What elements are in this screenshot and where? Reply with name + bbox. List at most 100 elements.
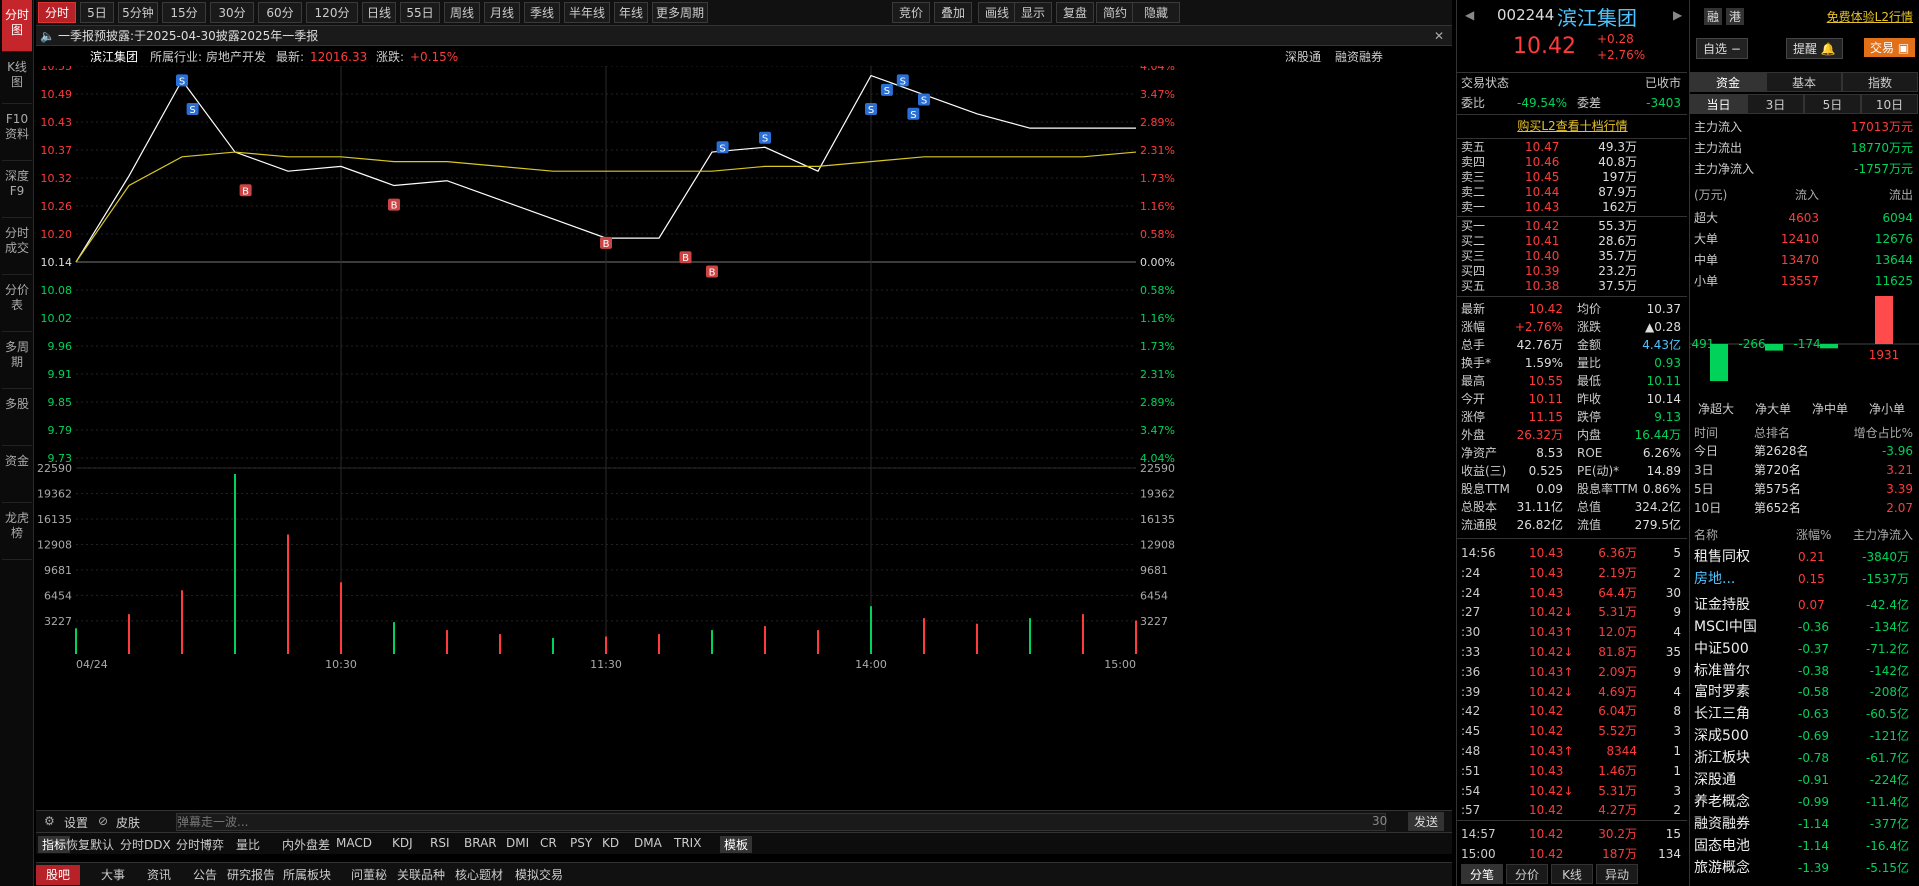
indicator-tab[interactable]: 恢复默认 — [66, 838, 115, 852]
period-tab-fund[interactable]: 3日 — [1747, 94, 1804, 114]
top-right-button[interactable]: 简约 — [1096, 2, 1134, 23]
period-tab[interactable]: 120分钟 — [306, 2, 358, 40]
period-tab[interactable]: 分时 — [38, 2, 76, 23]
link-shengutong[interactable]: 深股通 — [1285, 50, 1322, 64]
indicator-tab[interactable]: CR — [540, 836, 557, 850]
top-right-button[interactable]: 竞价 — [892, 2, 930, 23]
leftnav-item[interactable]: 多周期 — [2, 332, 32, 389]
top-right-button[interactable]: 复盘 — [1056, 2, 1094, 23]
sector-row[interactable]: MSCI中国 -0.36 -134亿 — [1690, 618, 1919, 638]
mid-tab[interactable]: 分价 — [1506, 864, 1548, 884]
bottom-tab[interactable]: 问董秘 — [350, 868, 387, 882]
sector-name[interactable]: 中证500 — [1694, 640, 1749, 657]
leftnav-item[interactable]: 多股 — [2, 389, 32, 446]
leftnav-item[interactable]: 分价表 — [2, 275, 32, 332]
period-tab[interactable]: 30分钟 — [210, 2, 254, 40]
period-tab-fund[interactable]: 当日 — [1690, 94, 1747, 114]
sector-name[interactable]: 融资融券 — [1694, 815, 1750, 832]
sector-row[interactable]: 富时罗素 -0.58 -208亿 — [1690, 683, 1919, 703]
next-stock-icon[interactable]: ▶ — [1673, 8, 1683, 22]
indicator-tab[interactable]: DMI — [506, 836, 530, 850]
free-l2-link[interactable]: 免费体验L2行情 — [1826, 10, 1913, 24]
leftnav-item[interactable]: 分时成交 — [2, 218, 32, 275]
bottom-tab[interactable]: 资讯 — [146, 868, 171, 882]
fund-tab[interactable]: 基本 — [1766, 72, 1842, 92]
bottom-tab[interactable]: 关联品种 — [396, 868, 445, 882]
sector-row[interactable]: 融资融券 -1.14 -377亿 — [1690, 815, 1919, 835]
period-tab-fund[interactable]: 5日 — [1804, 94, 1861, 114]
sector-name[interactable]: 深成500 — [1694, 728, 1749, 745]
sector-name[interactable]: MSCI中国 — [1694, 618, 1757, 635]
leftnav-item[interactable]: K线图 — [2, 52, 32, 104]
indicator-tab[interactable]: 分时DDX — [120, 838, 171, 852]
sector-name[interactable]: 固态电池 — [1694, 837, 1750, 854]
period-tab[interactable]: 60分钟 — [258, 2, 302, 40]
settings-icon[interactable]: ⚙ — [44, 814, 55, 828]
sector-name[interactable]: 租售同权 — [1694, 549, 1750, 565]
indicator-tab[interactable]: BRAR — [464, 836, 497, 850]
leftnav-item[interactable]: 龙虎榜 — [2, 503, 32, 560]
sector-name[interactable]: 富时罗素 — [1694, 684, 1750, 701]
link-rongzi[interactable]: 融资融券 — [1335, 50, 1384, 64]
chart-svg[interactable]: 10.55 4.04% 10.49 3.47% 10.43 2.89% 10.37 2.31%… — [36, 60, 1452, 806]
top-right-button[interactable]: 显示 — [1014, 2, 1052, 23]
comment-input[interactable] — [176, 813, 1386, 831]
period-tab[interactable]: 季线 — [524, 2, 560, 23]
period-tab[interactable]: 5分钟 — [118, 2, 158, 23]
indicator-tab[interactable]: PSY — [570, 836, 593, 850]
top-right-button[interactable]: 叠加 — [934, 2, 972, 23]
period-tab[interactable]: 半年线 — [564, 2, 610, 23]
sector-head-cell[interactable]: 主力净流入 — [1852, 528, 1913, 542]
period-tab[interactable]: 5日 — [80, 2, 114, 23]
bottom-tab[interactable]: 股吧 — [36, 865, 80, 885]
send-button[interactable]: 发送 — [1408, 812, 1445, 831]
bottom-tab[interactable]: 研究报告 — [226, 868, 275, 882]
leftnav-item[interactable]: 分时图 — [2, 0, 32, 52]
sector-row[interactable]: 房地... 0.15 -1537万 — [1690, 570, 1919, 590]
notice-text[interactable]: 于2025-04-30披露2025年一季报 — [134, 29, 319, 43]
sector-name[interactable]: 深股通 — [1694, 772, 1736, 788]
rong-badge[interactable]: 融 — [1704, 8, 1723, 25]
indicator-tab[interactable]: 模板 — [720, 836, 753, 853]
leftnav-item[interactable]: 资金 — [2, 446, 32, 503]
l2-link[interactable]: 购买L2查看十档行情 — [1517, 119, 1628, 133]
leftnav-item[interactable]: 深度F9 — [2, 161, 32, 218]
sector-name[interactable]: 养老概念 — [1694, 793, 1750, 810]
top-right-button[interactable]: 隐藏 — [1132, 2, 1180, 23]
indicator-tab[interactable]: MACD — [336, 836, 372, 850]
prev-stock-icon[interactable]: ◀ — [1465, 8, 1475, 22]
sector-name[interactable]: 标准普尔 — [1694, 662, 1750, 679]
indicator-tab[interactable]: 分时博弈 — [176, 838, 225, 852]
sector-name[interactable]: 长江三角 — [1694, 706, 1750, 723]
mid-tab[interactable]: 异动 — [1596, 864, 1638, 884]
mid-tab[interactable]: 分笔 — [1461, 864, 1503, 884]
top-right-button[interactable]: 画线 — [978, 2, 1016, 23]
sector-row[interactable]: 深成500 -0.69 -121亿 — [1690, 727, 1919, 747]
sector-name[interactable]: 房地... — [1694, 570, 1736, 587]
sector-row[interactable]: 养老概念 -0.99 -11.4亿 — [1690, 793, 1919, 813]
fund-tab[interactable]: 资金 — [1690, 72, 1766, 92]
skin-label[interactable]: 皮肤 — [116, 816, 141, 830]
fund-tab[interactable]: 指数 — [1842, 72, 1918, 92]
sector-row[interactable]: 浙江板块 -0.78 -61.7亿 — [1690, 749, 1919, 769]
settings-label[interactable]: 设置 — [64, 816, 89, 830]
gang-badge[interactable]: 港 — [1726, 8, 1745, 25]
sector-row[interactable]: 证金持股 0.07 -42.4亿 — [1690, 596, 1919, 616]
sector-row[interactable]: 租售同权 0.21 -3840万 — [1690, 548, 1919, 568]
info-industry[interactable]: 房地产开发 — [206, 50, 267, 64]
bottom-tab[interactable]: 大事 — [100, 868, 125, 882]
sector-name[interactable]: 证金持股 — [1694, 596, 1750, 613]
sector-row[interactable]: 深股通 -0.91 -224亿 — [1690, 771, 1919, 791]
close-icon[interactable]: ✕ — [1433, 29, 1444, 43]
sector-row[interactable]: 中证500 -0.37 -71.2亿 — [1690, 640, 1919, 660]
zixuan-button[interactable]: 自选 − — [1696, 38, 1748, 59]
trade-button[interactable]: 交易 ▣ — [1864, 38, 1916, 57]
sector-head-cell[interactable]: 名称 — [1694, 528, 1719, 542]
sector-row[interactable]: 标准普尔 -0.38 -142亿 — [1690, 662, 1919, 682]
period-tab[interactable]: 周线 — [444, 2, 480, 23]
skin-icon[interactable]: ⊘ — [98, 814, 109, 828]
bottom-tab[interactable]: 所属板块 — [282, 868, 331, 882]
indicator-tab[interactable]: KDJ — [392, 836, 413, 850]
period-tab[interactable]: 55日线 — [400, 2, 440, 40]
indicator-tab[interactable]: 量比 — [236, 838, 261, 852]
